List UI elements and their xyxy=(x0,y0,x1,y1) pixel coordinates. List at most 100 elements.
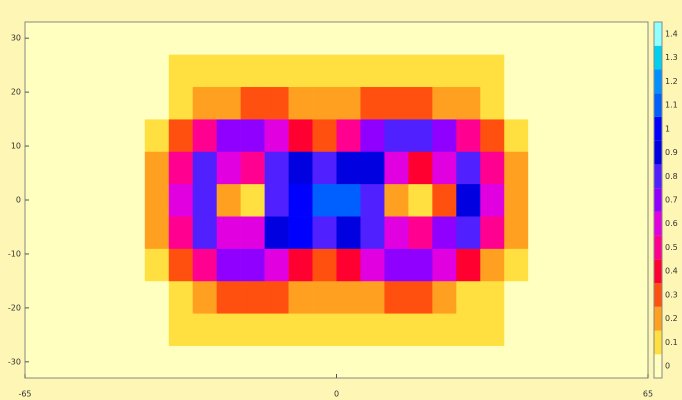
heatmap-cell xyxy=(337,216,361,249)
heatmap-cell xyxy=(552,346,576,379)
heatmap-cell xyxy=(600,184,624,217)
heatmap-cell xyxy=(432,151,456,184)
heatmap-cell xyxy=(504,184,528,217)
heatmap-cell xyxy=(408,119,432,152)
colorbar-tick-label: 0.1 xyxy=(665,338,678,347)
heatmap-cell xyxy=(576,54,600,87)
colorbar-tick-label: 0.7 xyxy=(665,196,678,205)
heatmap-cell xyxy=(241,184,265,217)
heatmap-cell xyxy=(504,22,528,55)
heatmap-cell xyxy=(576,313,600,346)
heatmap-cell xyxy=(49,249,73,282)
colorbar-tick-label: 0.6 xyxy=(665,219,678,228)
heatmap-cell xyxy=(217,346,241,379)
heatmap-cell xyxy=(504,87,528,120)
heatmap-cell xyxy=(121,281,145,314)
colorbar-segment xyxy=(654,188,662,212)
heatmap-cell xyxy=(289,346,313,379)
heatmap-cell xyxy=(121,249,145,282)
heatmap-cell xyxy=(360,346,384,379)
colorbar-tick-label: 1.3 xyxy=(665,53,678,62)
heatmap-cell xyxy=(169,22,193,55)
heatmap-cell xyxy=(384,119,408,152)
heatmap-cell xyxy=(408,249,432,282)
colorbar-segment xyxy=(654,69,662,93)
heatmap-cell xyxy=(408,54,432,87)
heatmap-cell xyxy=(169,216,193,249)
heatmap-cell xyxy=(432,216,456,249)
heatmap-cell xyxy=(241,151,265,184)
heatmap-cell xyxy=(145,119,169,152)
heatmap-cell xyxy=(576,22,600,55)
heatmap-cell xyxy=(600,346,624,379)
heatmap-cell xyxy=(600,281,624,314)
heatmap-cell xyxy=(432,87,456,120)
heatmap-cell xyxy=(552,216,576,249)
heatmap-cell xyxy=(600,313,624,346)
heatmap-cell xyxy=(552,184,576,217)
heatmap-cell xyxy=(480,54,504,87)
heatmap-cell xyxy=(624,313,648,346)
heatmap-cell xyxy=(384,22,408,55)
heatmap-cell xyxy=(408,151,432,184)
colorbar-segment xyxy=(654,259,662,283)
heatmap-cell xyxy=(97,54,121,87)
heatmap-cell xyxy=(289,249,313,282)
heatmap-cell xyxy=(552,87,576,120)
heatmap-cell xyxy=(313,54,337,87)
heatmap-cell xyxy=(217,54,241,87)
heatmap-cell xyxy=(576,346,600,379)
heatmap-cell xyxy=(360,249,384,282)
colorbar-segment xyxy=(654,236,662,260)
heatmap-cell xyxy=(121,346,145,379)
colorbar-tick-label: 0.3 xyxy=(665,290,678,299)
heatmap-cell xyxy=(145,87,169,120)
y-tick-label: 10 xyxy=(11,142,21,151)
heatmap-cell xyxy=(432,281,456,314)
heatmap-cell xyxy=(97,216,121,249)
heatmap-cell xyxy=(241,22,265,55)
heatmap-cell xyxy=(456,249,480,282)
heatmap-cell xyxy=(528,54,552,87)
heatmap-cell xyxy=(600,119,624,152)
heatmap-cell xyxy=(504,54,528,87)
heatmap-cell xyxy=(145,184,169,217)
heatmap-cell xyxy=(576,249,600,282)
heatmap-cell xyxy=(49,184,73,217)
heatmap-cell xyxy=(97,87,121,120)
heatmap-cell xyxy=(384,151,408,184)
heatmap-cell xyxy=(97,184,121,217)
heatmap-cell xyxy=(337,54,361,87)
colorbar-tick-label: 0.4 xyxy=(665,267,678,276)
heatmap-cell xyxy=(504,346,528,379)
heatmap-cell xyxy=(528,249,552,282)
colorbar-tick-label: 1.1 xyxy=(665,101,678,110)
heatmap-cell xyxy=(169,119,193,152)
heatmap-cell xyxy=(73,249,97,282)
heatmap-cell xyxy=(193,22,217,55)
heatmap-cell xyxy=(360,281,384,314)
heatmap-cell xyxy=(241,249,265,282)
heatmap-cell xyxy=(456,119,480,152)
heatmap-cell xyxy=(337,119,361,152)
heatmap-cell xyxy=(337,87,361,120)
heatmap-cell xyxy=(73,151,97,184)
colorbar-segment xyxy=(654,164,662,188)
colorbar-tick-label: 0.5 xyxy=(665,243,678,252)
heatmap-cell xyxy=(25,281,49,314)
heatmap-cell xyxy=(360,22,384,55)
heatmap-cell xyxy=(480,313,504,346)
heatmap-cell xyxy=(456,281,480,314)
heatmap-cell xyxy=(624,54,648,87)
heatmap-cell xyxy=(432,119,456,152)
heatmap-cell xyxy=(121,22,145,55)
heatmap-cell xyxy=(624,216,648,249)
heatmap-cell xyxy=(456,313,480,346)
heatmap-cell xyxy=(241,87,265,120)
heatmap-cell xyxy=(337,151,361,184)
heatmap-cell xyxy=(480,87,504,120)
heatmap-cell xyxy=(624,22,648,55)
heatmap-cell xyxy=(241,346,265,379)
heatmap-cell xyxy=(49,87,73,120)
heatmap-cell xyxy=(313,281,337,314)
